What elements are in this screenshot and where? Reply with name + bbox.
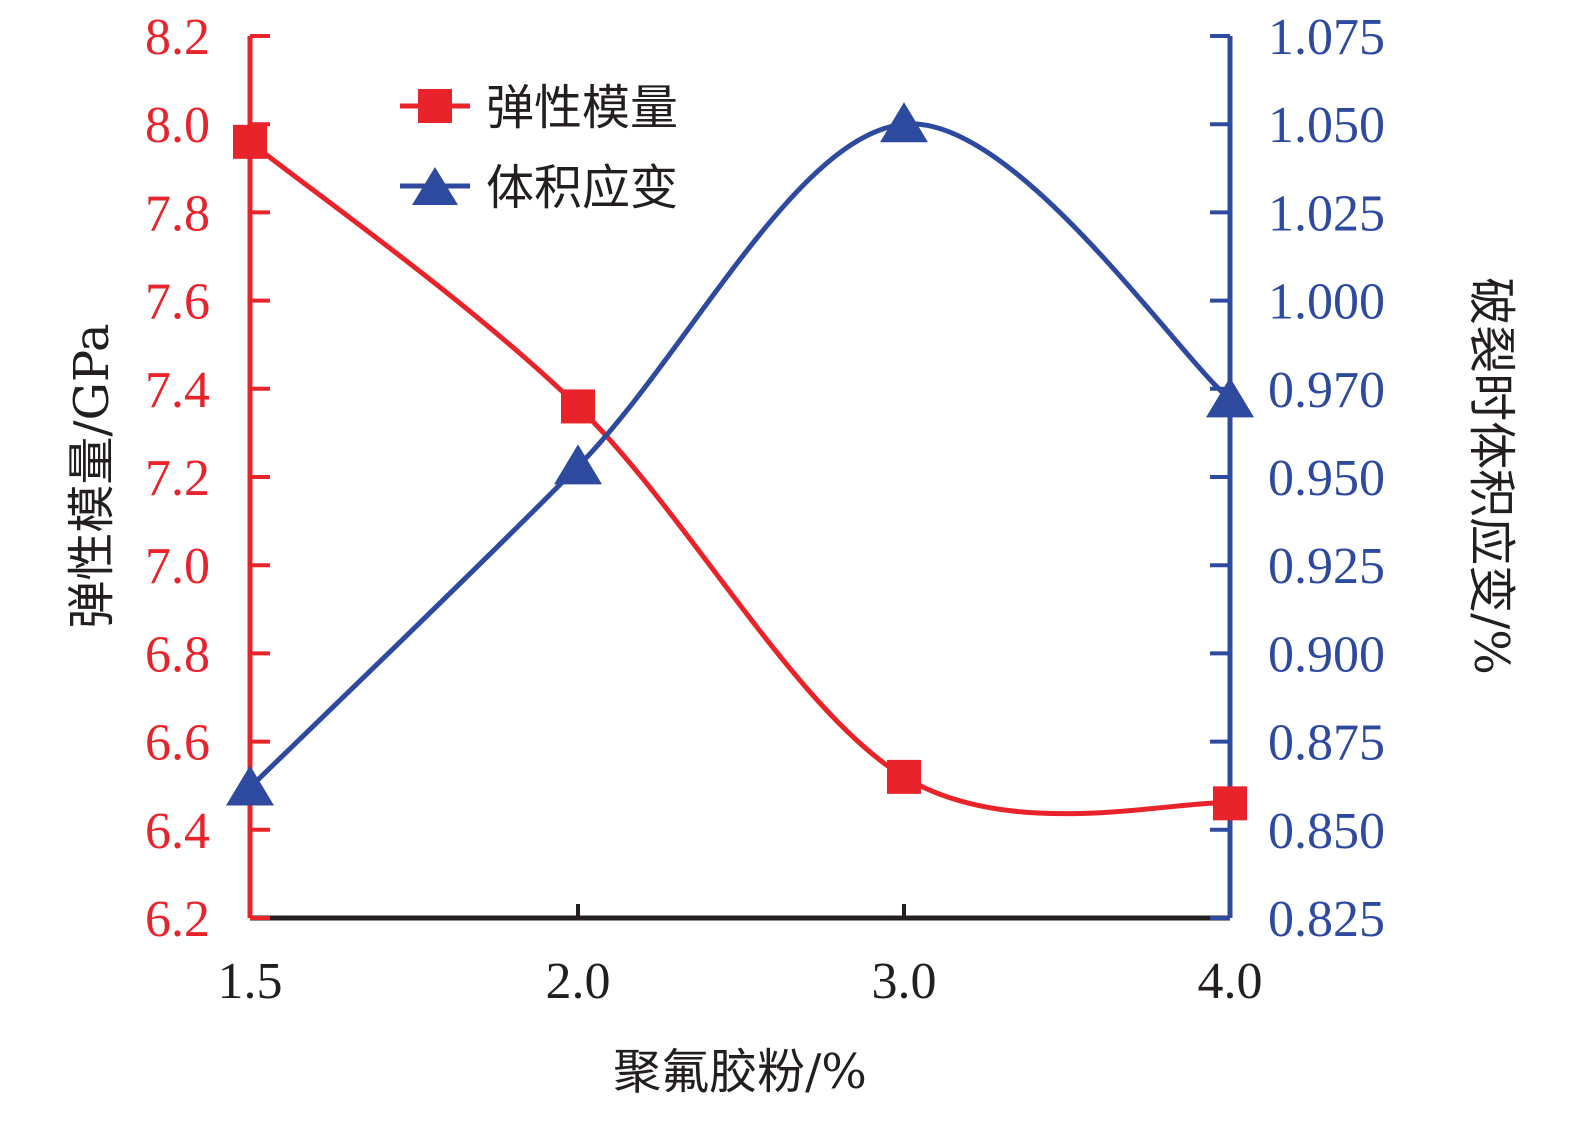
y-right-tick-label: 1.050	[1268, 97, 1385, 154]
y-left-tick-label: 8.0	[145, 97, 210, 154]
data-point-modulus	[1213, 786, 1247, 821]
y-right-tick-label: 0.900	[1268, 626, 1385, 683]
legend-marker-modulus	[418, 89, 452, 123]
y-right-tick-label: 0.925	[1268, 538, 1385, 595]
y-left-tick-label: 7.2	[145, 450, 210, 507]
data-point-modulus	[561, 389, 595, 424]
y-left-tick-label: 7.8	[145, 185, 210, 242]
data-point-strain	[880, 102, 928, 143]
series-line-modulus	[248, 139, 1231, 817]
data-point-modulus	[233, 124, 267, 159]
y-right-tick-label: 0.850	[1268, 803, 1385, 860]
data-point-strain	[226, 765, 274, 806]
x-tick-label: 3.0	[872, 953, 937, 1010]
series-line-strain	[248, 121, 1232, 790]
legend-marker-strain	[412, 167, 458, 205]
y-left-tick-label: 6.2	[145, 891, 210, 948]
y-left-tick-label: 7.4	[145, 362, 210, 419]
legend-item-strain: 体积应变	[400, 160, 678, 216]
y-right-tick-label: 1.075	[1268, 9, 1385, 66]
y-left-tick-label: 6.4	[145, 803, 210, 860]
legend-label-strain: 体积应变	[486, 160, 678, 216]
y-right-tick-label: 1.000	[1268, 274, 1385, 331]
y-right-tick-label: 1.025	[1268, 185, 1385, 242]
axes: 1.5 2.0 3.0 4.0 6.2 6.4 6.6 6.8 7.0 7.2 7.4 7.6 7.8 8…	[145, 9, 1385, 1010]
y-left-tick-label: 7.0	[145, 538, 210, 595]
x-tick-label: 2.0	[546, 953, 611, 1010]
marker-layer	[226, 102, 1254, 821]
y-left-tick-label: 6.8	[145, 626, 210, 683]
series-layer	[248, 121, 1232, 817]
y-left-tick-label: 7.6	[145, 274, 210, 331]
y-right-tick-label: 0.950	[1268, 450, 1385, 507]
y-right-tick-label: 0.875	[1268, 715, 1385, 772]
y-right-axis-title: 破裂时体积应变/%	[1463, 277, 1519, 675]
data-point-strain	[554, 444, 602, 485]
x-axis-title: 聚氟胶粉/%	[613, 1044, 867, 1100]
x-tick-label: 4.0	[1198, 953, 1263, 1010]
y-left-tick-label: 8.2	[145, 9, 210, 66]
data-point-strain	[1206, 377, 1254, 418]
y-left-axis-title: 弹性模量/GPa	[64, 323, 120, 628]
legend: 弹性模量 体积应变	[400, 80, 678, 216]
x-tick-label: 1.5	[218, 953, 283, 1010]
y-right-tick-label: 0.970	[1268, 362, 1385, 419]
legend-item-modulus: 弹性模量	[400, 80, 678, 136]
y-right-tick-label: 0.825	[1268, 891, 1385, 948]
legend-label-modulus: 弹性模量	[486, 80, 678, 136]
y-left-tick-label: 6.6	[145, 715, 210, 772]
data-point-modulus	[887, 759, 921, 794]
